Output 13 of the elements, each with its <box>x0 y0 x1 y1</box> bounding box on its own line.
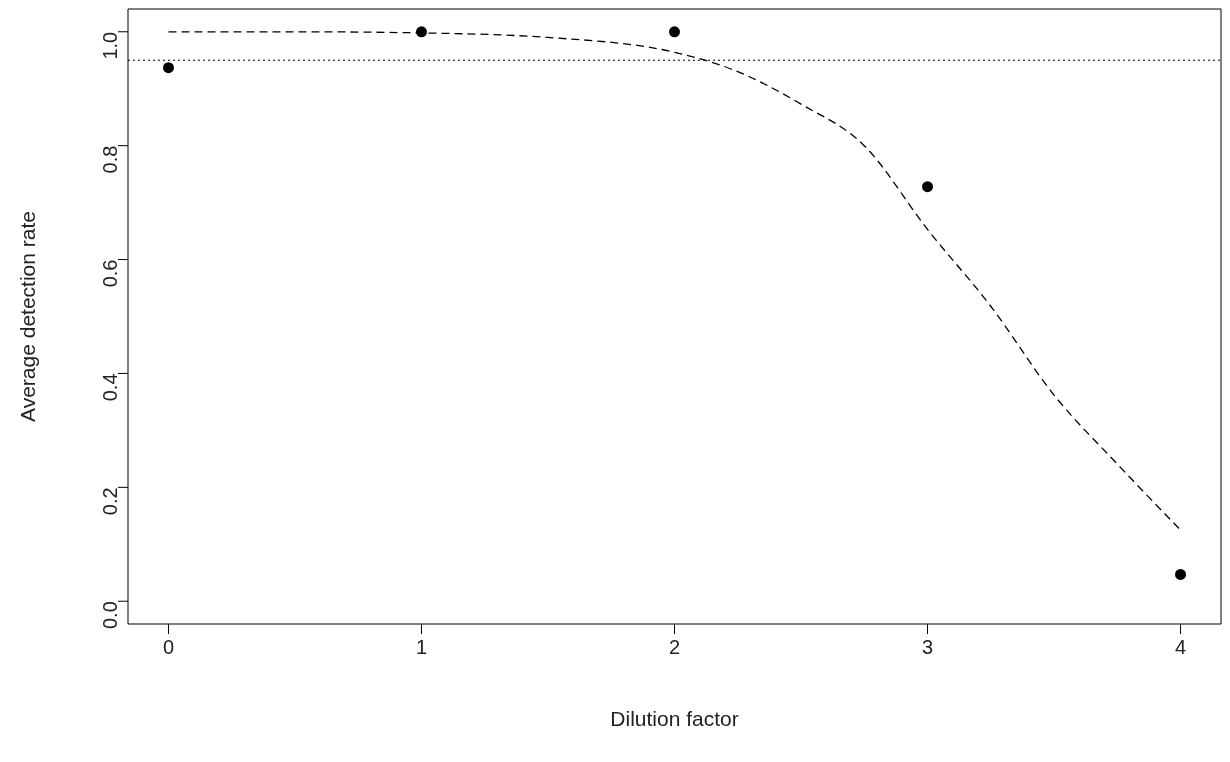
y-tick-label: 1.0 <box>99 31 122 60</box>
y-tick-label: 0.4 <box>99 373 122 402</box>
y-tick-label: 0.6 <box>99 259 122 288</box>
x-tick-label: 3 <box>921 636 934 658</box>
y-tick-label: 0.0 <box>99 601 122 630</box>
x-axis-title: Dilution factor <box>610 707 739 730</box>
x-tick-label: 1 <box>415 636 428 658</box>
y-tick-label: 0.8 <box>99 145 122 174</box>
x-tick-label: 2 <box>668 636 681 658</box>
x-tick-label: 4 <box>1174 636 1187 658</box>
x-tick-label: 0 <box>162 636 175 658</box>
y-axis-title: Average detection rate <box>16 211 40 422</box>
y-tick-label: 0.2 <box>99 487 122 516</box>
